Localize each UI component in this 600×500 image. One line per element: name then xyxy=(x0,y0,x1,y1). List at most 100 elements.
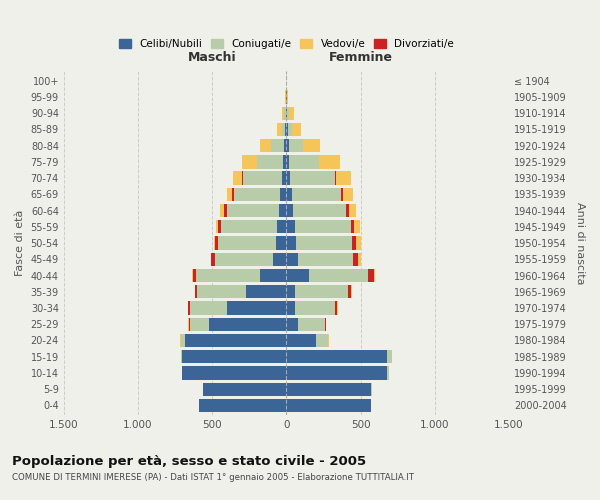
Bar xyxy=(260,269,286,282)
Bar xyxy=(293,204,346,218)
Bar xyxy=(286,350,387,364)
Bar xyxy=(286,285,295,298)
Bar xyxy=(190,302,227,314)
Text: Maschi: Maschi xyxy=(188,50,236,64)
Bar xyxy=(218,236,276,250)
Bar xyxy=(273,252,286,266)
Bar xyxy=(286,204,293,218)
Bar xyxy=(368,269,374,282)
Bar xyxy=(286,269,308,282)
Bar xyxy=(193,269,196,282)
Bar xyxy=(227,204,279,218)
Bar xyxy=(351,285,352,298)
Bar xyxy=(374,269,376,282)
Bar xyxy=(280,188,286,201)
Bar xyxy=(257,155,283,168)
Bar xyxy=(285,123,286,136)
Bar xyxy=(189,318,190,331)
Bar xyxy=(283,155,286,168)
Bar xyxy=(387,366,389,380)
Bar xyxy=(242,172,244,185)
Bar xyxy=(286,155,289,168)
Bar xyxy=(286,106,287,120)
Bar xyxy=(352,236,356,250)
Bar xyxy=(356,236,361,250)
Bar xyxy=(346,204,349,218)
Bar xyxy=(316,334,328,347)
Bar xyxy=(292,123,301,136)
Bar xyxy=(286,318,298,331)
Bar xyxy=(185,334,286,347)
Bar xyxy=(244,172,282,185)
Bar xyxy=(286,366,387,380)
Bar xyxy=(298,318,325,331)
Bar xyxy=(358,252,361,266)
Bar xyxy=(286,398,371,412)
Bar xyxy=(304,139,320,152)
Bar xyxy=(227,302,286,314)
Text: Popolazione per età, sesso e stato civile - 2005: Popolazione per età, sesso e stato civil… xyxy=(12,455,366,468)
Bar xyxy=(284,139,286,152)
Bar xyxy=(287,106,289,120)
Text: Femmine: Femmine xyxy=(329,50,392,64)
Y-axis label: Anni di nascita: Anni di nascita xyxy=(575,202,585,284)
Bar xyxy=(335,172,336,185)
Bar xyxy=(298,252,353,266)
Bar xyxy=(277,220,286,234)
Bar xyxy=(286,236,296,250)
Bar xyxy=(220,204,224,218)
Bar xyxy=(336,172,351,185)
Bar xyxy=(195,285,197,298)
Bar xyxy=(284,106,286,120)
Bar xyxy=(286,334,316,347)
Bar xyxy=(227,188,232,201)
Bar xyxy=(214,236,215,250)
Bar xyxy=(337,302,338,314)
Bar xyxy=(288,123,292,136)
Bar xyxy=(295,220,351,234)
Bar xyxy=(190,318,209,331)
Bar xyxy=(182,366,286,380)
Bar xyxy=(209,318,286,331)
Y-axis label: Fasce di età: Fasce di età xyxy=(15,210,25,276)
Bar xyxy=(292,188,341,201)
Bar xyxy=(286,123,288,136)
Bar xyxy=(181,334,185,347)
Bar xyxy=(319,155,340,168)
Bar xyxy=(308,269,368,282)
Bar xyxy=(286,188,292,201)
Bar xyxy=(260,139,271,152)
Bar xyxy=(246,285,286,298)
Bar xyxy=(282,123,285,136)
Bar xyxy=(295,285,348,298)
Bar xyxy=(221,220,277,234)
Bar xyxy=(216,220,218,234)
Bar xyxy=(192,269,193,282)
Bar xyxy=(289,106,294,120)
Bar xyxy=(325,318,326,331)
Bar xyxy=(215,236,218,250)
Bar xyxy=(188,302,190,314)
Bar xyxy=(203,382,286,396)
Bar xyxy=(211,252,215,266)
Legend: Celibi/Nubili, Coniugati/e, Vedovi/e, Divorziati/e: Celibi/Nubili, Coniugati/e, Vedovi/e, Di… xyxy=(115,35,458,53)
Bar xyxy=(290,172,335,185)
Bar xyxy=(387,350,392,364)
Bar xyxy=(188,318,189,331)
Bar xyxy=(295,302,335,314)
Bar xyxy=(286,302,295,314)
Bar xyxy=(286,172,290,185)
Bar xyxy=(196,269,260,282)
Bar xyxy=(287,90,288,104)
Bar xyxy=(289,155,319,168)
Bar xyxy=(286,252,298,266)
Bar xyxy=(351,220,354,234)
Bar xyxy=(199,398,286,412)
Text: COMUNE DI TERMINI IMERESE (PA) - Dati ISTAT 1° gennaio 2005 - Elaborazione TUTTI: COMUNE DI TERMINI IMERESE (PA) - Dati IS… xyxy=(12,472,414,482)
Bar xyxy=(182,350,286,364)
Bar xyxy=(282,172,286,185)
Bar xyxy=(279,204,286,218)
Bar xyxy=(341,188,343,201)
Bar xyxy=(232,188,235,201)
Bar xyxy=(218,220,221,234)
